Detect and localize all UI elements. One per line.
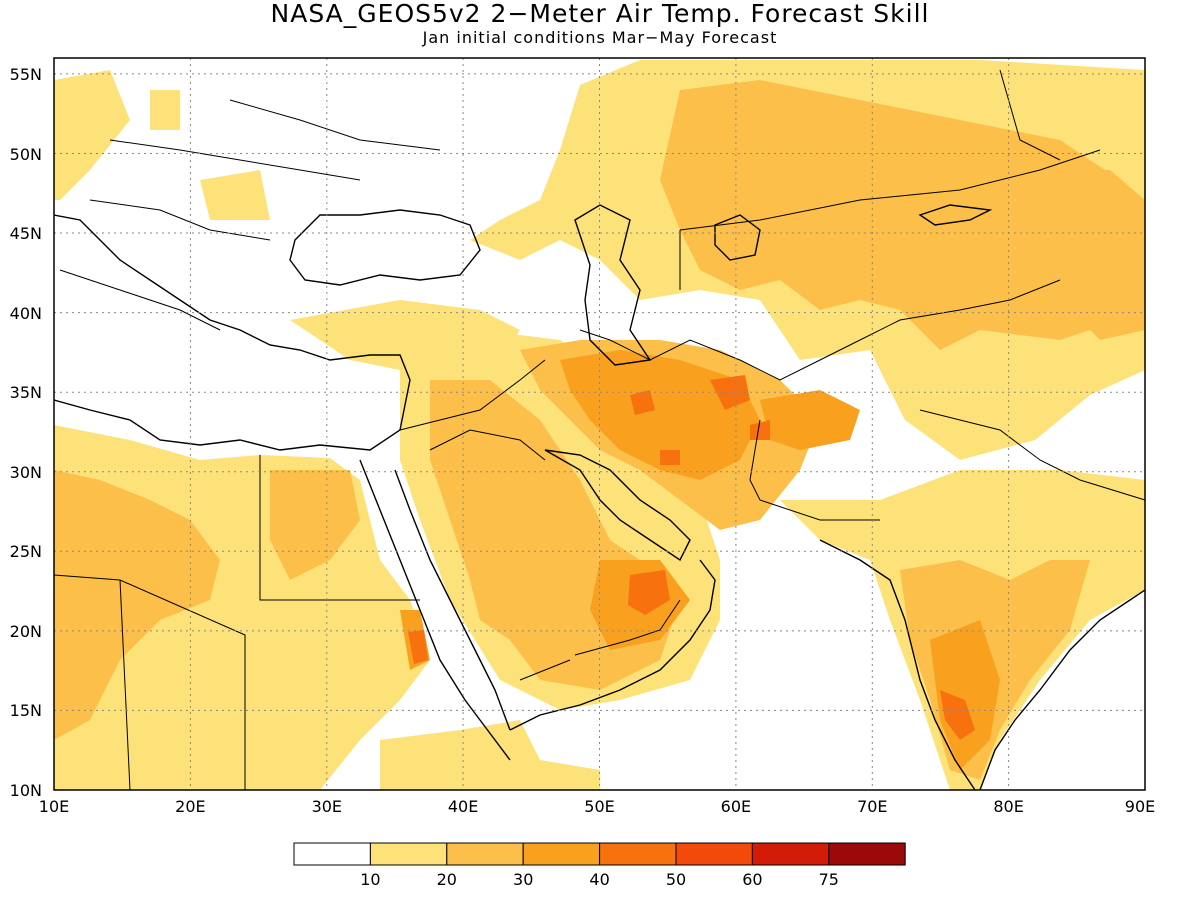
lat-tick-labels: 10N 15N 20N 25N 30N 35N 40N 45N 50N 55N — [10, 65, 42, 800]
country-borders — [54, 69, 1145, 790]
colorbar-label-60: 60 — [742, 870, 762, 889]
colorbar-swatch-6 — [751, 842, 830, 866]
lon-tick-50e: 50E — [584, 797, 614, 816]
colorbar-label-50: 50 — [666, 870, 686, 889]
lon-tick-labels: 10E 20E 30E 40E 50E 60E 70E 80E 90E — [39, 797, 1155, 816]
black-sea-coast — [289, 209, 481, 286]
lat-tick-30n: 30N — [10, 463, 42, 482]
region-india-spot — [930, 620, 1000, 770]
region-kazakh-east — [1050, 170, 1145, 340]
colorbar-swatch-7 — [828, 842, 906, 866]
lat-tick-40n: 40N — [10, 304, 42, 323]
lat-tick-55n: 55N — [10, 65, 42, 84]
colorbar-label-20: 20 — [437, 870, 457, 889]
region-iran-max — [630, 375, 770, 465]
colorbar-label-10: 10 — [360, 870, 380, 889]
colorbar-label-30: 30 — [513, 870, 533, 889]
lat-tick-50n: 50N — [10, 145, 42, 164]
border-segment — [679, 149, 1101, 231]
persian-gulf-coast — [544, 449, 691, 562]
border-segment — [59, 269, 221, 331]
lat-tick-15n: 15N — [10, 701, 42, 720]
lat-tick-20n: 20N — [10, 622, 42, 641]
lat-tick-25n: 25N — [10, 542, 42, 561]
colorbar-swatch-5 — [675, 842, 753, 866]
region-sahara-core — [54, 470, 220, 740]
colorbar-swatch-2 — [446, 842, 524, 866]
red-sea-coast-west — [359, 459, 511, 761]
lon-tick-30e: 30E — [312, 797, 342, 816]
colorbar-label-75: 75 — [819, 870, 839, 889]
lat-tick-10n: 10N — [10, 781, 42, 800]
colorbar-swatch-3 — [522, 842, 601, 866]
border-segment — [259, 455, 420, 601]
red-sea-coast-east — [394, 469, 511, 731]
india-east-coast — [979, 589, 1145, 790]
region-central-asia-core — [660, 80, 1145, 350]
lon-tick-60e: 60E — [721, 797, 751, 816]
mediterranean-coast — [54, 214, 411, 451]
map-frame — [53, 57, 1146, 791]
border-segment — [919, 409, 1145, 501]
border-segment — [229, 99, 441, 151]
caspian-coast — [574, 204, 652, 366]
border-segment — [999, 69, 1061, 161]
colorbar-label-40: 40 — [589, 870, 609, 889]
border-segment — [579, 329, 861, 381]
india-west-coast — [819, 539, 976, 790]
lat-tick-35n: 35N — [10, 383, 42, 402]
region-turkey-iraq — [290, 300, 520, 370]
region-arabia-max — [628, 570, 670, 615]
colorbar-swatch-4 — [599, 842, 677, 866]
colorbar: 10 20 30 40 50 60 75 — [293, 842, 906, 889]
aral-sea — [714, 214, 761, 261]
border-segment — [119, 579, 131, 790]
region-balkans — [54, 70, 270, 220]
region-india-max — [940, 690, 975, 740]
lon-tick-20e: 20E — [175, 797, 205, 816]
graticule — [54, 58, 1145, 790]
balkhash-lake — [918, 204, 993, 226]
skill-bin-20-30 — [54, 80, 1145, 780]
region-iran-core — [560, 350, 760, 480]
lon-tick-10e: 10E — [39, 797, 69, 816]
border-segment — [89, 199, 271, 241]
border-segment — [109, 139, 361, 181]
region-afghanistan — [760, 390, 860, 450]
border-segment — [54, 574, 246, 790]
colorbar-swatch-1 — [369, 842, 448, 866]
border-segment — [519, 659, 571, 681]
border-segment — [429, 429, 546, 461]
border-segment — [574, 599, 681, 656]
region-sahara-east — [270, 470, 360, 580]
lon-tick-40e: 40E — [448, 797, 478, 816]
lon-tick-70e: 70E — [857, 797, 887, 816]
region-east-africa — [380, 720, 600, 790]
arabia-south-coast — [509, 559, 716, 731]
coastlines — [54, 204, 1145, 790]
map-subtitle: Jan initial conditions Mar−May Forecast — [422, 28, 778, 47]
border-segment — [399, 359, 546, 431]
skill-bin-40-50 — [408, 375, 975, 740]
lon-tick-90e: 90E — [1125, 797, 1155, 816]
lon-tick-80e: 80E — [993, 797, 1023, 816]
border-segment — [859, 279, 1061, 341]
map-title: NASA_GEOS5v2 2−Meter Air Temp. Forecast … — [270, 0, 930, 28]
lat-tick-45n: 45N — [10, 224, 42, 243]
border-segment — [749, 419, 880, 521]
region-red-sea-max — [408, 630, 428, 664]
colorbar-swatch-0 — [293, 842, 371, 866]
